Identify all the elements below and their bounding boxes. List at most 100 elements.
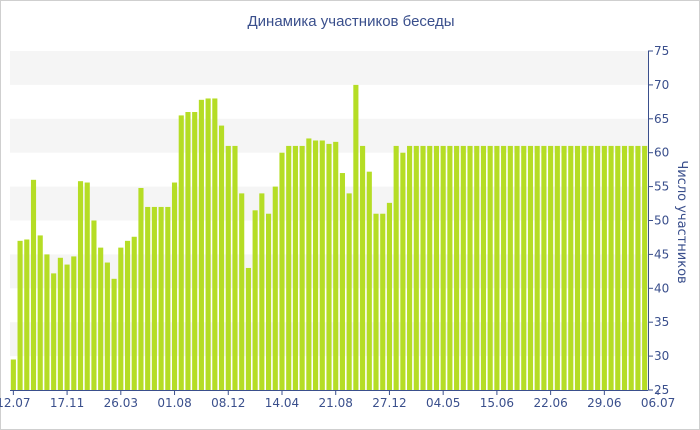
- bar: [353, 84, 359, 391]
- bar: [339, 173, 345, 390]
- bar: [360, 145, 366, 390]
- bar: [588, 145, 594, 390]
- bar: [507, 145, 513, 390]
- chart-title: Динамика участников беседы: [247, 13, 455, 30]
- bar: [292, 145, 298, 390]
- bar: [373, 213, 379, 390]
- x-tick-label: 26.03: [104, 396, 138, 410]
- bar: [548, 145, 554, 390]
- bar: [212, 98, 218, 391]
- x-tick-label: 06.07: [641, 396, 675, 410]
- bar: [568, 145, 574, 390]
- y-tick-label: 30: [654, 349, 669, 363]
- bar: [534, 145, 540, 390]
- bar: [514, 145, 520, 390]
- bar: [24, 239, 30, 390]
- bar: [386, 202, 392, 390]
- bar: [460, 145, 466, 390]
- bar: [131, 236, 137, 390]
- bar: [178, 115, 184, 390]
- y-tick-label: 65: [654, 112, 669, 126]
- bar: [595, 145, 601, 390]
- y-tick-label: 60: [654, 146, 669, 160]
- x-tick-label: 15.06: [480, 396, 514, 410]
- bar: [319, 140, 325, 390]
- bar: [266, 213, 272, 390]
- bar: [407, 145, 413, 390]
- bar: [111, 278, 117, 390]
- y-tick-label: 45: [654, 247, 669, 261]
- y-tick-label: 35: [654, 315, 669, 329]
- bar: [380, 213, 386, 390]
- y-tick-label: 55: [654, 180, 669, 194]
- bar: [527, 145, 534, 390]
- bar: [621, 145, 628, 390]
- bar: [71, 256, 77, 390]
- bar: [615, 145, 621, 390]
- bar: [601, 145, 607, 390]
- bar: [554, 145, 560, 390]
- bar: [642, 145, 648, 390]
- bar: [393, 145, 399, 390]
- bar: [192, 112, 198, 391]
- y-tick-label: 40: [654, 281, 669, 295]
- bar: [581, 145, 587, 390]
- bar: [259, 193, 265, 390]
- bar: [118, 247, 124, 390]
- bar: [501, 145, 507, 390]
- y-tick-label: 75: [654, 44, 669, 58]
- bar: [306, 138, 312, 390]
- bar: [198, 99, 204, 390]
- x-tick-label: 27.12: [372, 396, 406, 410]
- bar: [574, 145, 581, 390]
- bar: [628, 145, 634, 390]
- bar: [104, 262, 110, 390]
- bars-layer: [10, 84, 648, 391]
- bar: [17, 240, 23, 390]
- bar: [158, 206, 164, 390]
- bar: [413, 145, 419, 390]
- x-axis: 12.07 17.11 26.03 01.08 08.12 14.04 21.08 27.12…: [0, 390, 675, 410]
- bar: [165, 206, 171, 390]
- bar: [541, 145, 547, 390]
- bar: [447, 145, 453, 390]
- x-tick-label: 04.05: [426, 396, 460, 410]
- bar: [440, 145, 446, 390]
- bar: [218, 125, 225, 390]
- bar: [124, 240, 131, 390]
- x-tick-label: 01.08: [157, 396, 191, 410]
- x-tick-label: 12.07: [0, 396, 31, 410]
- bar: [37, 235, 43, 390]
- bar: [10, 359, 16, 390]
- x-tick-label: 21.08: [319, 396, 353, 410]
- bar: [91, 220, 97, 390]
- bar: [145, 206, 151, 390]
- bar: [299, 145, 305, 390]
- bar: [427, 145, 433, 390]
- x-tick-label: 17.11: [50, 396, 84, 410]
- bar: [326, 143, 332, 390]
- bar: [313, 140, 319, 390]
- bar: [205, 98, 211, 391]
- bar: [84, 182, 90, 390]
- bar: [44, 254, 50, 390]
- bar: [400, 152, 406, 390]
- bar: [454, 145, 460, 390]
- bar: [279, 152, 285, 390]
- bar: [225, 145, 231, 390]
- bar: [635, 145, 641, 390]
- grid-band: [10, 51, 648, 85]
- bar: [51, 273, 57, 390]
- x-tick-label: 14.04: [265, 396, 299, 410]
- bar: [30, 179, 37, 390]
- bar: [171, 182, 178, 390]
- bar: [608, 145, 614, 390]
- y-axis-title: Число участников: [674, 160, 689, 283]
- bar: [333, 141, 339, 390]
- bar: [272, 186, 278, 390]
- bar: [433, 145, 440, 390]
- bar: [494, 145, 500, 390]
- y-tick-label: 70: [654, 78, 669, 92]
- y-tick-label: 25: [654, 383, 669, 397]
